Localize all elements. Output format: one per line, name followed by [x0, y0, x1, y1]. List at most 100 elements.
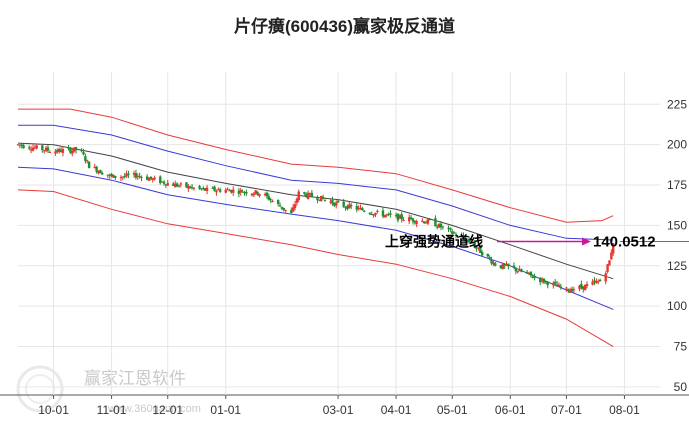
candle-body [604, 273, 607, 282]
candle-body [276, 200, 280, 204]
candle-body [59, 149, 63, 153]
candle-body [99, 170, 102, 174]
candle-body [297, 191, 300, 201]
candle-body [320, 195, 323, 202]
candlestick [177, 184, 181, 188]
candlestick [280, 206, 284, 211]
candlestick [179, 182, 183, 188]
candle-body [610, 252, 613, 260]
candlestick [503, 263, 506, 270]
candle-body [516, 271, 519, 273]
candle-body [265, 192, 269, 197]
candle-body [323, 199, 327, 201]
candle-body [243, 191, 246, 193]
candlestick [56, 148, 59, 154]
candlestick [411, 217, 415, 225]
candle-body [578, 285, 581, 290]
candle-body [503, 264, 506, 266]
candlestick [370, 211, 373, 215]
candlestick [402, 217, 405, 222]
candle-body [72, 147, 76, 152]
candlestick [452, 231, 456, 235]
candle-body [245, 191, 248, 194]
candlestick [385, 213, 388, 218]
candle-body [95, 166, 98, 172]
candlestick [125, 170, 128, 178]
candlestick [415, 219, 418, 228]
candlestick [166, 179, 169, 186]
candlestick [114, 175, 117, 180]
candle-body [595, 280, 598, 284]
candle-body [174, 183, 177, 188]
signal-label: 上穿强势通道线 [385, 233, 483, 249]
candlestick [136, 173, 139, 180]
candlestick [374, 212, 377, 218]
candlestick [331, 196, 334, 206]
candle-body [41, 145, 44, 150]
candlestick [119, 175, 123, 182]
candlestick [97, 170, 100, 175]
candle-body [361, 208, 364, 211]
candle-body [82, 152, 85, 155]
candlestick [290, 207, 293, 214]
candle-body [473, 241, 476, 248]
candle-body [101, 172, 104, 175]
candlestick [363, 209, 366, 213]
candle-body [16, 144, 20, 146]
candlestick [33, 145, 37, 149]
candlestick [437, 223, 441, 229]
inner-lower-band [17, 166, 614, 310]
candlestick [460, 232, 463, 237]
candlestick [426, 218, 430, 226]
candle-body [439, 223, 443, 228]
candlestick [211, 186, 214, 189]
candlestick [555, 280, 559, 287]
candlestick [239, 187, 242, 196]
candle-body [254, 190, 257, 194]
candle-body [346, 205, 349, 210]
signal-arrow-head [582, 237, 591, 246]
inner-upper-band [18, 124, 614, 241]
candlestick [464, 235, 467, 243]
candlestick [269, 197, 272, 204]
candlestick [355, 203, 358, 213]
candlestick [138, 172, 141, 179]
candle-body [149, 176, 153, 179]
candlestick [175, 182, 179, 188]
candlestick [203, 187, 207, 192]
candlestick [344, 206, 347, 211]
candle-body [585, 284, 589, 286]
candlestick [466, 240, 469, 244]
candlesticks [16, 143, 615, 293]
candle-body [385, 214, 388, 216]
candle-body [232, 189, 235, 193]
candlestick [604, 271, 607, 285]
candlestick [585, 281, 589, 289]
candlestick [398, 214, 402, 219]
candlestick [276, 199, 280, 207]
candle-body [533, 277, 536, 279]
candlestick [368, 211, 372, 216]
candle-body [123, 176, 126, 178]
candle-body [452, 232, 456, 234]
candle-body [86, 160, 89, 162]
candlestick [215, 189, 218, 196]
candlestick [606, 263, 609, 274]
candle-body [488, 257, 491, 259]
candlestick [612, 243, 615, 256]
candle-body [125, 173, 128, 177]
candlestick [106, 174, 110, 179]
candlestick [43, 149, 46, 154]
candle-body [164, 184, 168, 186]
candlestick [544, 280, 548, 285]
candle-body [544, 281, 548, 283]
candle-body [57, 148, 61, 153]
candle-body [597, 281, 600, 283]
candlestick [400, 211, 403, 223]
candlestick [293, 201, 297, 211]
candle-body [202, 188, 205, 190]
candle-body [608, 260, 611, 266]
candlestick [140, 175, 143, 182]
candlestick [134, 169, 138, 180]
candlestick [284, 209, 287, 213]
